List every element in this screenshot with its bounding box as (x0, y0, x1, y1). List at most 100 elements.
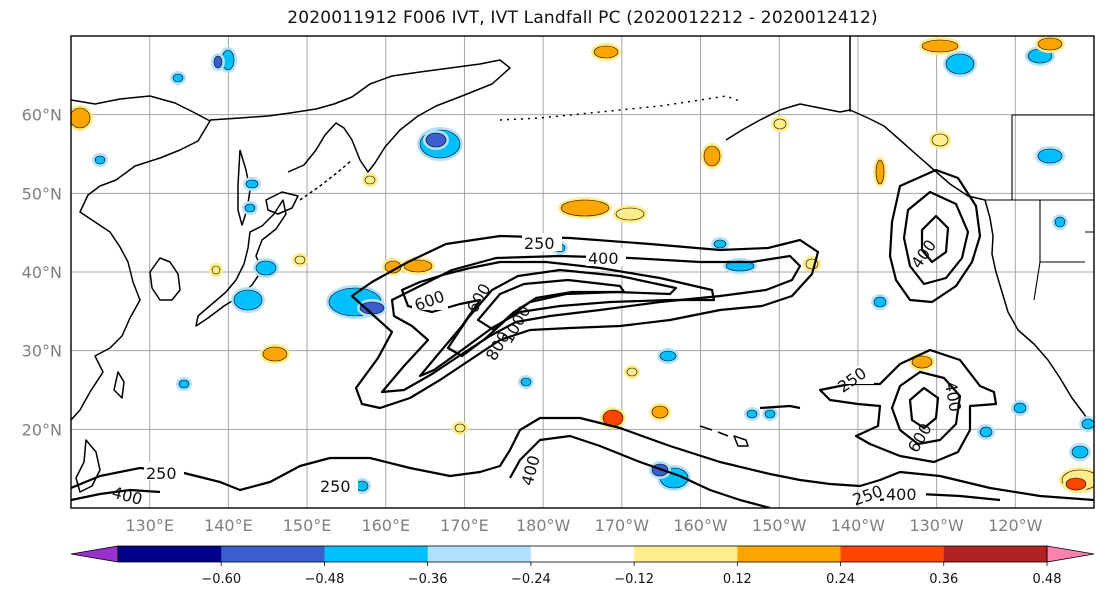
latitude-label: 50°N (22, 184, 62, 203)
ivt-contour-250-ne (888, 168, 982, 304)
philippines-coastline (75, 439, 101, 493)
colorbar-segment (530, 546, 635, 562)
map-frame (70, 35, 1095, 509)
alaska-border (849, 36, 1094, 112)
colorbar-tick-label: 0.12 (723, 572, 752, 587)
pc-anomaly-region (773, 118, 787, 130)
colorbar-tick-label: 0.24 (826, 572, 855, 587)
pc-anomaly-region (703, 145, 721, 167)
ivt-contour-600-ne (920, 214, 950, 264)
ivt-contours (71, 168, 1094, 508)
contour-label: 250 (320, 477, 351, 496)
pc-anomaly-region (294, 255, 306, 265)
colorbar-tick-label: 0.48 (1033, 572, 1062, 587)
pc-anomaly-region (94, 155, 106, 165)
sakhalin-coastline (237, 149, 251, 226)
pc-anomaly-region (931, 133, 949, 147)
pc-anomaly-region (403, 259, 433, 273)
latitude-label: 40°N (22, 263, 62, 282)
pc-anomaly-region (560, 199, 610, 217)
pc-anomaly-region (245, 179, 259, 189)
longitude-label: 120°W (988, 516, 1043, 535)
pc-anomaly-region (1013, 402, 1027, 414)
pc-anomaly-region (233, 289, 263, 311)
pc-anomaly-region (979, 426, 993, 438)
longitude-label: 160°E (361, 516, 410, 535)
pc-anomaly-region (255, 260, 277, 276)
pc-anomaly-region (520, 377, 532, 387)
pc-anomaly-region (425, 132, 447, 148)
longitude-label: 130°W (909, 516, 964, 535)
pc-anomaly-region (454, 423, 466, 433)
longitude-labels: 130°E 140°E 150°E 160°E 170°E 180°W 170°W 160°W… (125, 516, 1042, 535)
colorbar-segment (221, 546, 325, 562)
colorbar-segment (943, 546, 1048, 562)
colorbar-segment (737, 546, 842, 562)
pc-anomaly-region (945, 53, 975, 75)
us-canada-border (985, 114, 1094, 301)
longitude-label: 180°W (516, 516, 571, 535)
pc-anomaly-region (262, 346, 288, 362)
pc-anomaly-region (71, 107, 91, 129)
kuril-islands (299, 159, 353, 201)
contour-label: 400 (907, 236, 940, 272)
pc-anomaly-region (764, 409, 776, 419)
contour-label: 600 (463, 280, 495, 316)
pc-anomaly-region (1037, 148, 1063, 164)
longitude-label: 150°W (752, 516, 807, 535)
korea-coastline (149, 257, 181, 301)
contour-label: 600 (904, 420, 936, 456)
colorbar: −0.60 −0.48 −0.36 −0.24 −0.12 0.12 0.24 0.36 0.4… (70, 545, 1095, 587)
ivt-contour-800-ar (446, 268, 678, 358)
pc-anomaly-region (211, 265, 221, 275)
colorbar-segment (840, 546, 945, 562)
longitude-label: 130°E (125, 516, 174, 535)
contour-label: 400 (588, 249, 619, 268)
contour-label: 400 (886, 485, 917, 504)
contour-label: 600 (412, 287, 447, 315)
coastlines (71, 36, 1094, 493)
colorbar-tick-label: 0.36 (929, 572, 958, 587)
pc-anomaly-region (875, 159, 885, 185)
longitude-label: 170°W (595, 516, 650, 535)
pc-anomaly-fills (71, 36, 1094, 494)
pc-anomaly-region (651, 405, 669, 419)
contour-label: 250 (146, 464, 177, 483)
longitude-label: 160°W (673, 516, 728, 535)
pc-anomaly-region (364, 175, 376, 185)
pc-anomaly-region (626, 367, 638, 377)
taiwan-coastline (113, 371, 125, 399)
ivt-contour-400-se (890, 370, 962, 446)
colorbar-extend-low (70, 545, 119, 563)
north-america-coastline (984, 199, 1094, 431)
ivt-contour-400-ne (902, 190, 970, 286)
pc-anomaly-region (178, 379, 190, 389)
pc-anomaly-region (921, 39, 959, 53)
contour-label: 1000 (498, 302, 535, 347)
alaska-coastline (725, 36, 986, 201)
map-title: 2020011912 F006 IVT, IVT Landfall PC (20… (287, 8, 878, 28)
colorbar-tick-label: −0.12 (614, 572, 654, 587)
colorbar-segment (634, 546, 738, 562)
kamchatka-coastline (209, 59, 511, 173)
ivt-contour-600-se (908, 386, 940, 430)
pc-anomaly-region (911, 355, 933, 369)
colorbar-tick-label: −0.24 (511, 572, 551, 587)
pc-anomaly-region (1037, 37, 1063, 51)
longitude-label: 140°W (831, 516, 886, 535)
ivt-contour-small (759, 404, 801, 410)
colorbar-segment (324, 546, 429, 562)
ivt-contour-1000-ar (476, 278, 626, 332)
asia-coastline (71, 95, 211, 421)
pc-anomaly-region (746, 409, 758, 419)
pc-anomaly-region (659, 350, 677, 362)
pc-anomaly-region (873, 296, 887, 308)
pc-anomaly-region (1065, 477, 1087, 491)
colorbar-tick-label: −0.36 (408, 572, 448, 587)
hawaii-islands (699, 425, 749, 447)
pc-anomaly-region (1054, 216, 1066, 228)
pc-anomaly-region (1071, 445, 1089, 459)
colorbar-tick-label: −0.60 (201, 572, 241, 587)
ivt-contour-250-se (818, 348, 998, 464)
